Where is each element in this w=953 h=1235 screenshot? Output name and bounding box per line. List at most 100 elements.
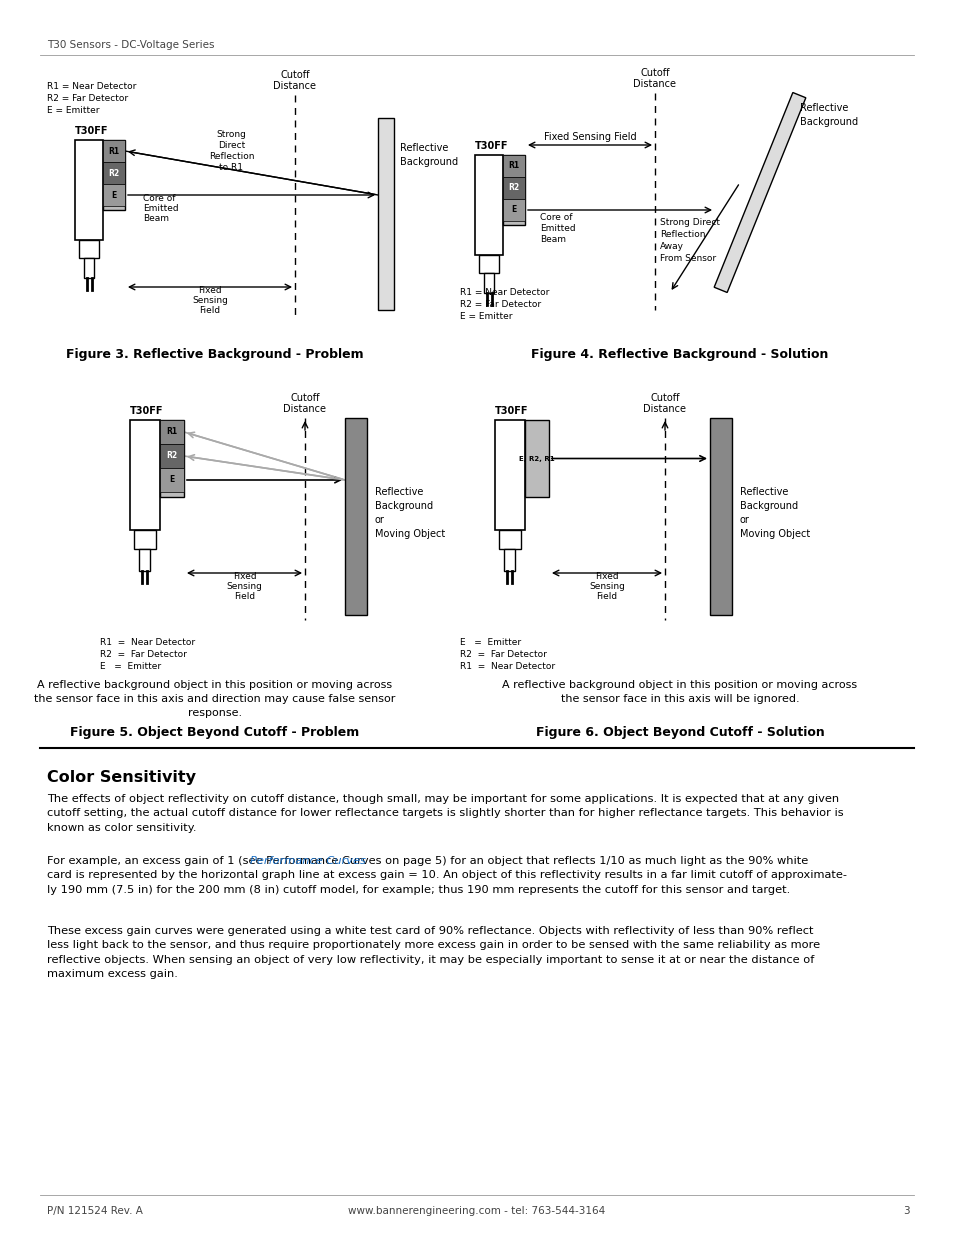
Text: Background: Background	[800, 117, 858, 127]
Text: E = Emitter: E = Emitter	[47, 106, 99, 115]
Text: Figure 3. Reflective Background - Problem: Figure 3. Reflective Background - Proble…	[66, 348, 363, 361]
Text: P/N 121524 Rev. A: P/N 121524 Rev. A	[47, 1207, 143, 1216]
Text: Direct: Direct	[217, 141, 245, 149]
Text: For example, an excess gain of 1 (see Performance Curves on page 5) for an objec: For example, an excess gain of 1 (see Pe…	[47, 856, 846, 895]
Text: Field: Field	[596, 592, 617, 601]
Bar	[133, 530, 156, 550]
Bar	[160, 468, 184, 492]
Bar	[502, 177, 524, 199]
Text: Reflection: Reflection	[659, 230, 705, 240]
Text: Reflective: Reflective	[375, 487, 423, 496]
Text: E   =  Emitter: E = Emitter	[100, 662, 161, 671]
Text: R1 = Near Detector: R1 = Near Detector	[459, 288, 549, 296]
Bar	[483, 273, 494, 293]
Text: From Sensor: From Sensor	[659, 254, 716, 263]
Text: R1: R1	[166, 427, 177, 436]
Bar	[103, 162, 125, 184]
Bar	[160, 445, 184, 468]
Text: R1 = Near Detector: R1 = Near Detector	[47, 82, 136, 91]
Text: Away: Away	[659, 242, 683, 251]
Text: Color Sensitivity: Color Sensitivity	[47, 769, 195, 785]
Text: Background: Background	[740, 501, 798, 511]
Text: Figure 4. Reflective Background - Solution: Figure 4. Reflective Background - Soluti…	[531, 348, 828, 361]
Text: Fixed: Fixed	[595, 572, 618, 580]
Text: R2: R2	[508, 184, 519, 193]
Text: R1  =  Near Detector: R1 = Near Detector	[459, 662, 555, 671]
Text: These excess gain curves were generated using a white test card of 90% reflectan: These excess gain curves were generated …	[47, 926, 820, 979]
Text: E = Emitter: E = Emitter	[459, 312, 512, 321]
Bar	[377, 119, 394, 310]
Text: 3: 3	[902, 1207, 909, 1216]
Text: E   =  Emitter: E = Emitter	[459, 638, 520, 647]
Text: Fixed Sensing Field: Fixed Sensing Field	[543, 132, 636, 142]
Text: T30FF: T30FF	[475, 141, 508, 151]
Text: Distance: Distance	[633, 79, 676, 89]
Bar	[475, 156, 502, 254]
Text: or: or	[375, 515, 384, 525]
Text: Sensing: Sensing	[226, 582, 262, 592]
Text: R2 = Far Detector: R2 = Far Detector	[459, 300, 540, 309]
Text: Cutoff: Cutoff	[639, 68, 669, 78]
Text: Core of: Core of	[539, 212, 572, 222]
Bar	[103, 184, 125, 206]
Text: R2  =  Far Detector: R2 = Far Detector	[459, 650, 546, 659]
Text: Performance Curves: Performance Curves	[250, 856, 366, 866]
Text: E: E	[112, 190, 116, 200]
Text: E: E	[511, 205, 517, 215]
Bar	[503, 550, 515, 571]
Bar	[495, 420, 524, 530]
Text: R2 = Far Detector: R2 = Far Detector	[47, 94, 128, 103]
Bar	[103, 140, 125, 162]
Text: Background: Background	[375, 501, 433, 511]
Text: R1: R1	[109, 147, 119, 156]
Text: Reflective: Reflective	[399, 143, 448, 153]
Text: Fixed: Fixed	[198, 287, 222, 295]
Bar	[502, 199, 524, 221]
Text: Cutoff: Cutoff	[650, 393, 679, 403]
Bar	[345, 417, 367, 615]
Bar	[79, 240, 99, 258]
Text: E, R2, R1: E, R2, R1	[518, 456, 555, 462]
Text: to R1: to R1	[219, 163, 243, 172]
Text: Core of: Core of	[143, 194, 175, 203]
Text: Background: Background	[399, 157, 457, 167]
Text: Cutoff: Cutoff	[290, 393, 319, 403]
Text: T30FF: T30FF	[495, 406, 528, 416]
Text: The effects of object reflectivity on cutoff distance, though small, may be impo: The effects of object reflectivity on cu…	[47, 794, 842, 832]
Text: Figure 6. Object Beyond Cutoff - Solution: Figure 6. Object Beyond Cutoff - Solutio…	[535, 726, 823, 739]
Text: Moving Object: Moving Object	[375, 529, 445, 538]
Text: T30FF: T30FF	[130, 406, 163, 416]
Text: Moving Object: Moving Object	[740, 529, 809, 538]
Text: Distance: Distance	[274, 82, 316, 91]
Text: Sensing: Sensing	[192, 296, 228, 305]
Text: Field: Field	[199, 306, 220, 315]
Text: Field: Field	[233, 592, 254, 601]
Polygon shape	[714, 93, 805, 293]
Text: R2: R2	[166, 452, 177, 461]
Text: Cutoff: Cutoff	[280, 70, 310, 80]
Text: A reflective background object in this position or moving across
the sensor face: A reflective background object in this p…	[34, 680, 395, 718]
Text: Distance: Distance	[283, 404, 326, 414]
Text: Distance: Distance	[643, 404, 686, 414]
Text: Strong Direct: Strong Direct	[659, 219, 720, 227]
Bar	[502, 156, 524, 177]
Text: R1  =  Near Detector: R1 = Near Detector	[100, 638, 195, 647]
Text: Reflection: Reflection	[209, 152, 254, 161]
Text: R2  =  Far Detector: R2 = Far Detector	[100, 650, 187, 659]
Bar	[160, 420, 184, 496]
Text: www.bannerengineering.com - tel: 763-544-3164: www.bannerengineering.com - tel: 763-544…	[348, 1207, 605, 1216]
Text: Emitted: Emitted	[539, 224, 575, 233]
Text: Beam: Beam	[143, 214, 169, 224]
Text: T30 Sensors - DC-Voltage Series: T30 Sensors - DC-Voltage Series	[47, 40, 214, 49]
Text: Reflective: Reflective	[800, 103, 847, 112]
Text: Sensing: Sensing	[588, 582, 624, 592]
Text: Strong: Strong	[216, 130, 246, 140]
Text: R1: R1	[508, 162, 519, 170]
Bar	[478, 254, 498, 273]
Text: R2: R2	[109, 168, 119, 178]
Bar	[84, 258, 94, 278]
Text: Figure 5. Object Beyond Cutoff - Problem: Figure 5. Object Beyond Cutoff - Problem	[71, 726, 359, 739]
Bar	[524, 420, 548, 496]
Bar	[130, 420, 160, 530]
Bar	[498, 530, 520, 550]
